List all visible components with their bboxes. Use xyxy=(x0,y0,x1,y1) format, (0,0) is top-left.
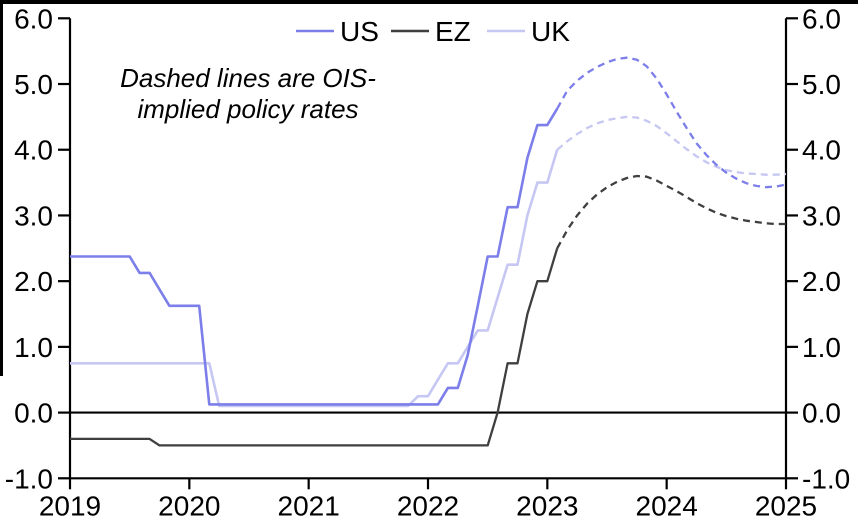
y-tick-label-left: -1.0 xyxy=(5,463,53,494)
uk-dashed-line xyxy=(556,115,787,176)
us-dashed-line xyxy=(556,56,787,189)
x-tick-label: 2024 xyxy=(636,490,698,521)
legend-label-uk: UK xyxy=(531,16,570,47)
y-tick-label-right: 4.0 xyxy=(802,135,841,166)
y-tick-label-right: 5.0 xyxy=(802,69,841,100)
y-tick-label-left: 6.0 xyxy=(14,3,53,34)
y-tick-label-left: 1.0 xyxy=(14,332,53,363)
legend-label-us: US xyxy=(340,16,379,47)
x-tick-label: 2021 xyxy=(278,490,340,521)
y-tick-label-right: -1.0 xyxy=(802,463,850,494)
legend-label-ez: EZ xyxy=(435,16,471,47)
y-tick-label-right: 6.0 xyxy=(802,3,841,34)
x-tick-label: 2020 xyxy=(158,490,220,521)
uk-solid-line xyxy=(70,149,559,408)
annotation-ois-note: Dashed lines are OIS- implied policy rat… xyxy=(92,63,404,125)
image-top-border xyxy=(0,0,858,4)
x-tick-label: 2023 xyxy=(516,490,578,521)
y-tick-label-right: 3.0 xyxy=(802,200,841,231)
y-tick-label-left: 2.0 xyxy=(14,266,53,297)
x-tick-label: 2022 xyxy=(397,490,459,521)
y-tick-label-right: 2.0 xyxy=(802,266,841,297)
ez-dashed-line xyxy=(556,174,786,249)
y-tick-label-left: 4.0 xyxy=(14,135,53,166)
image-left-border xyxy=(0,0,3,376)
x-tick-label: 2025 xyxy=(755,490,817,521)
annotation-line-2: implied policy rates xyxy=(137,94,359,124)
y-tick-label-left: 3.0 xyxy=(14,200,53,231)
y-tick-label-right: 0.0 xyxy=(802,398,841,429)
y-tick-label-left: 0.0 xyxy=(14,398,53,429)
y-tick-label-right: 1.0 xyxy=(802,332,841,363)
x-tick-label: 2019 xyxy=(39,490,101,521)
annotation-line-1: Dashed lines are OIS- xyxy=(120,63,376,93)
us-solid-line xyxy=(70,108,559,406)
y-tick-label-left: 5.0 xyxy=(14,69,53,100)
ez-solid-line xyxy=(70,247,559,447)
